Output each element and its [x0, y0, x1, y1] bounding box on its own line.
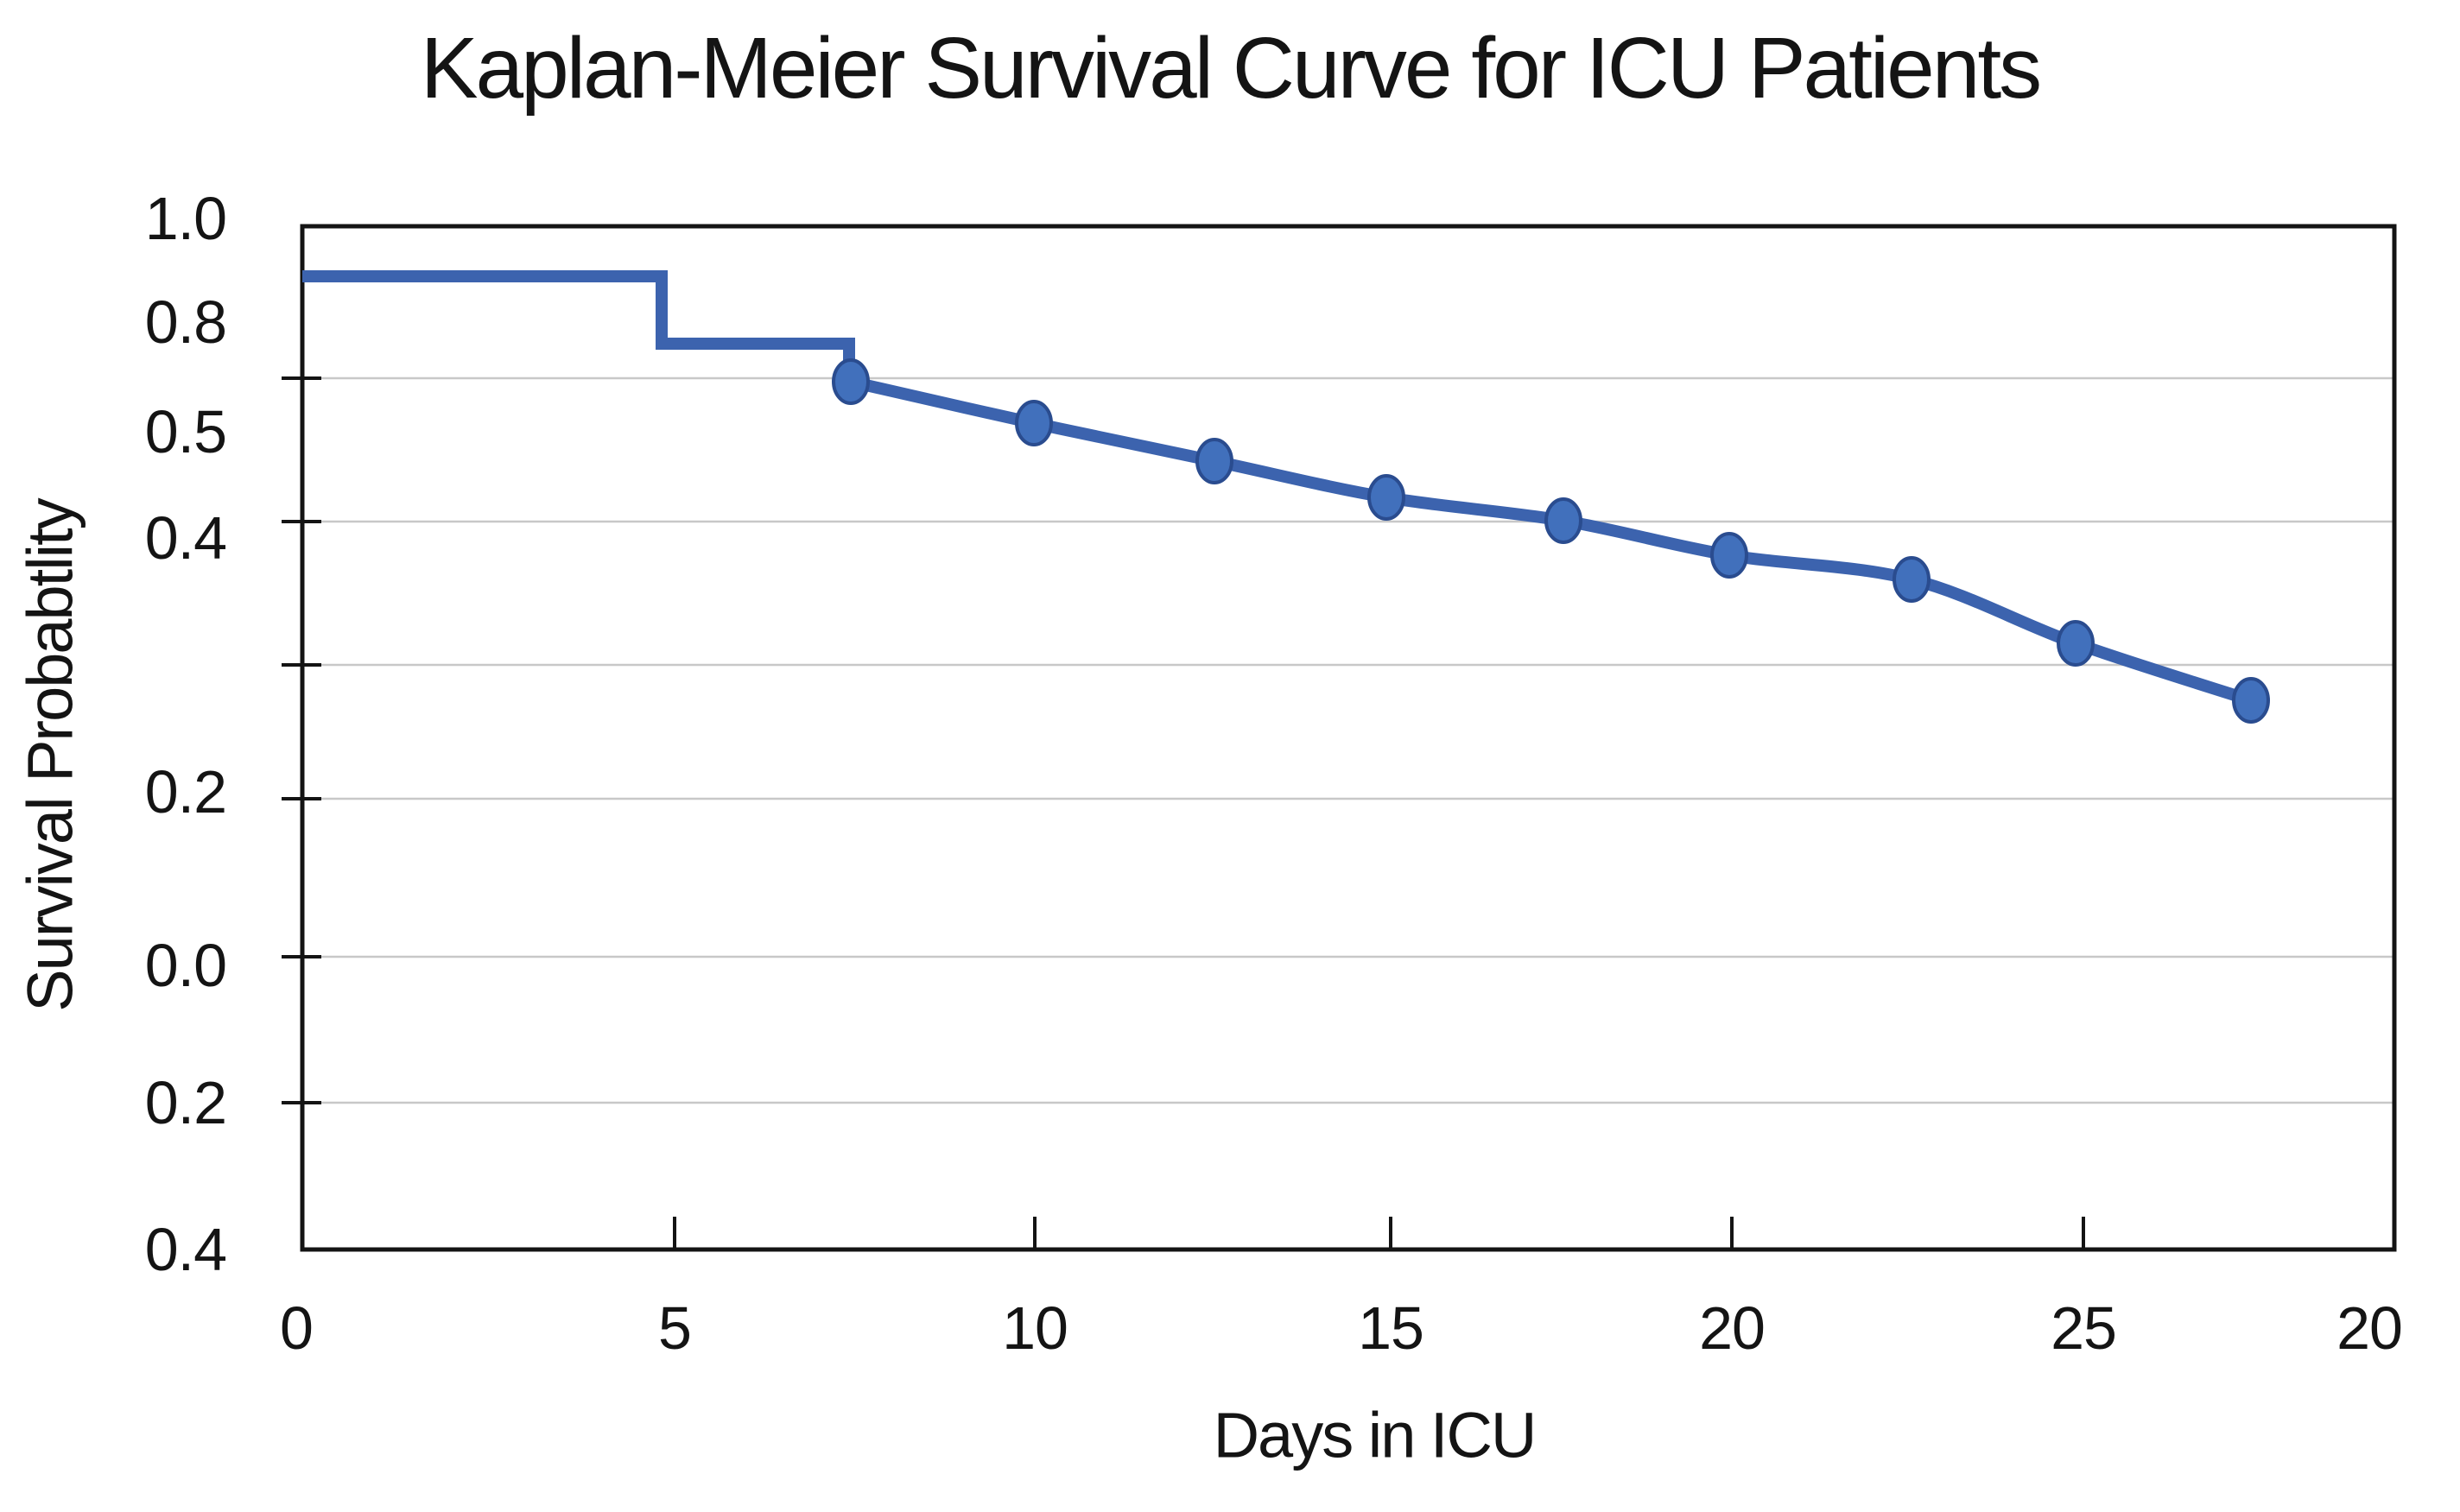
- x-tick-label: 20: [1699, 1294, 1766, 1362]
- y-tick-label: 0.2: [144, 758, 227, 826]
- data-point-marker: [1015, 400, 1053, 446]
- x-tick-label: 25: [2051, 1294, 2117, 1362]
- y-tick-label: 0.4: [144, 504, 227, 572]
- y-tick-label: 0.8: [144, 288, 227, 356]
- x-tick-label: 10: [1002, 1294, 1068, 1362]
- data-point-marker: [1195, 438, 1233, 484]
- y-tick-label: 0.5: [144, 398, 227, 465]
- y-tick-label: 0.4: [144, 1216, 227, 1283]
- data-point-marker: [1544, 497, 1582, 544]
- chart-title: Kaplan-Meier Survival Curve for ICU Pati…: [420, 20, 2042, 117]
- data-point-marker: [1710, 532, 1748, 579]
- data-point-marker: [1893, 556, 1931, 603]
- x-tick-label: 20: [2336, 1294, 2403, 1362]
- survival-curve: [302, 270, 2254, 706]
- x-tick-label: 0: [280, 1294, 314, 1362]
- data-point-marker: [832, 358, 870, 405]
- data-point-marker: [1367, 474, 1405, 521]
- data-point-marker: [2057, 620, 2095, 667]
- y-tick-label: 0.0: [144, 932, 227, 999]
- x-axis-title: Days in ICU: [1213, 1399, 1538, 1471]
- data-point-marker: [2232, 677, 2270, 724]
- y-tick-label: 1.0: [144, 185, 227, 252]
- x-tick-label: 15: [1358, 1294, 1424, 1362]
- x-tick-label: 5: [658, 1294, 692, 1362]
- y-tick-label: 0.2: [144, 1069, 227, 1136]
- plot-border: [300, 224, 2397, 1252]
